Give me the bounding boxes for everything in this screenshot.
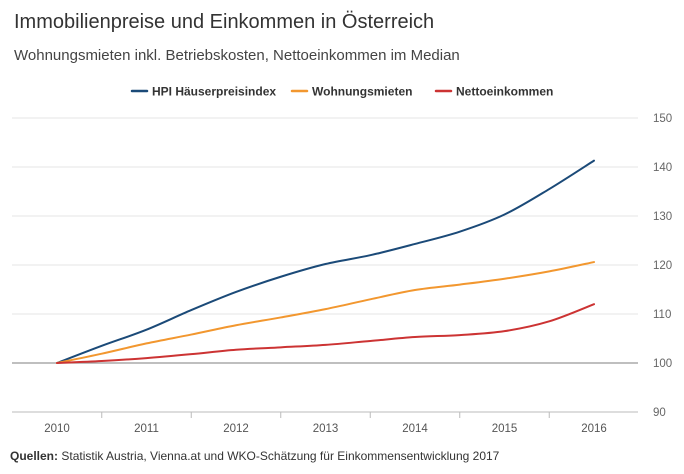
x-axis: 2010 2011 2012 2013 2014 2015 2016 [12, 412, 638, 435]
x-tick-label-2012: 2012 [223, 423, 249, 435]
legend-label-2: Wohnungsmieten [312, 85, 412, 99]
y-tick-label-100: 100 [653, 358, 672, 370]
y-tick-label-140: 140 [653, 162, 672, 174]
x-tick-label-2013: 2013 [313, 423, 339, 435]
y-tick-label-90: 90 [653, 407, 666, 419]
legend-label-3: Nettoeinkommen [456, 85, 553, 99]
series-line-2 [57, 262, 594, 363]
x-tick-label-2014: 2014 [402, 423, 428, 435]
series-lines [57, 161, 594, 363]
series-line-1 [57, 161, 594, 363]
line-chart: 2010 2011 2012 2013 2014 2015 2016 90 100 110 120… [0, 0, 684, 474]
y-tick-label-120: 120 [653, 260, 672, 272]
legend: HPI Häuserpreisindex Wohnungsmieten Nettoe… [132, 85, 553, 99]
source-label: Quellen: [10, 449, 58, 463]
legend-label-1: HPI Häuserpreisindex [152, 85, 276, 99]
y-axis: 90 100 110 120 130 140 150 [653, 113, 672, 419]
x-tick-label-2011: 2011 [134, 423, 159, 435]
y-tick-label-110: 110 [653, 309, 671, 321]
y-tick-label-150: 150 [653, 113, 672, 125]
x-tick-label-2016: 2016 [581, 423, 607, 435]
x-tick-label-2015: 2015 [492, 423, 518, 435]
source-text: Statistik Austria, Vienna.at und WKO-Sch… [58, 449, 499, 463]
y-tick-label-130: 130 [653, 211, 672, 223]
source-note: Quellen: Statistik Austria, Vienna.at un… [10, 449, 499, 463]
x-tick-label-2010: 2010 [44, 423, 70, 435]
